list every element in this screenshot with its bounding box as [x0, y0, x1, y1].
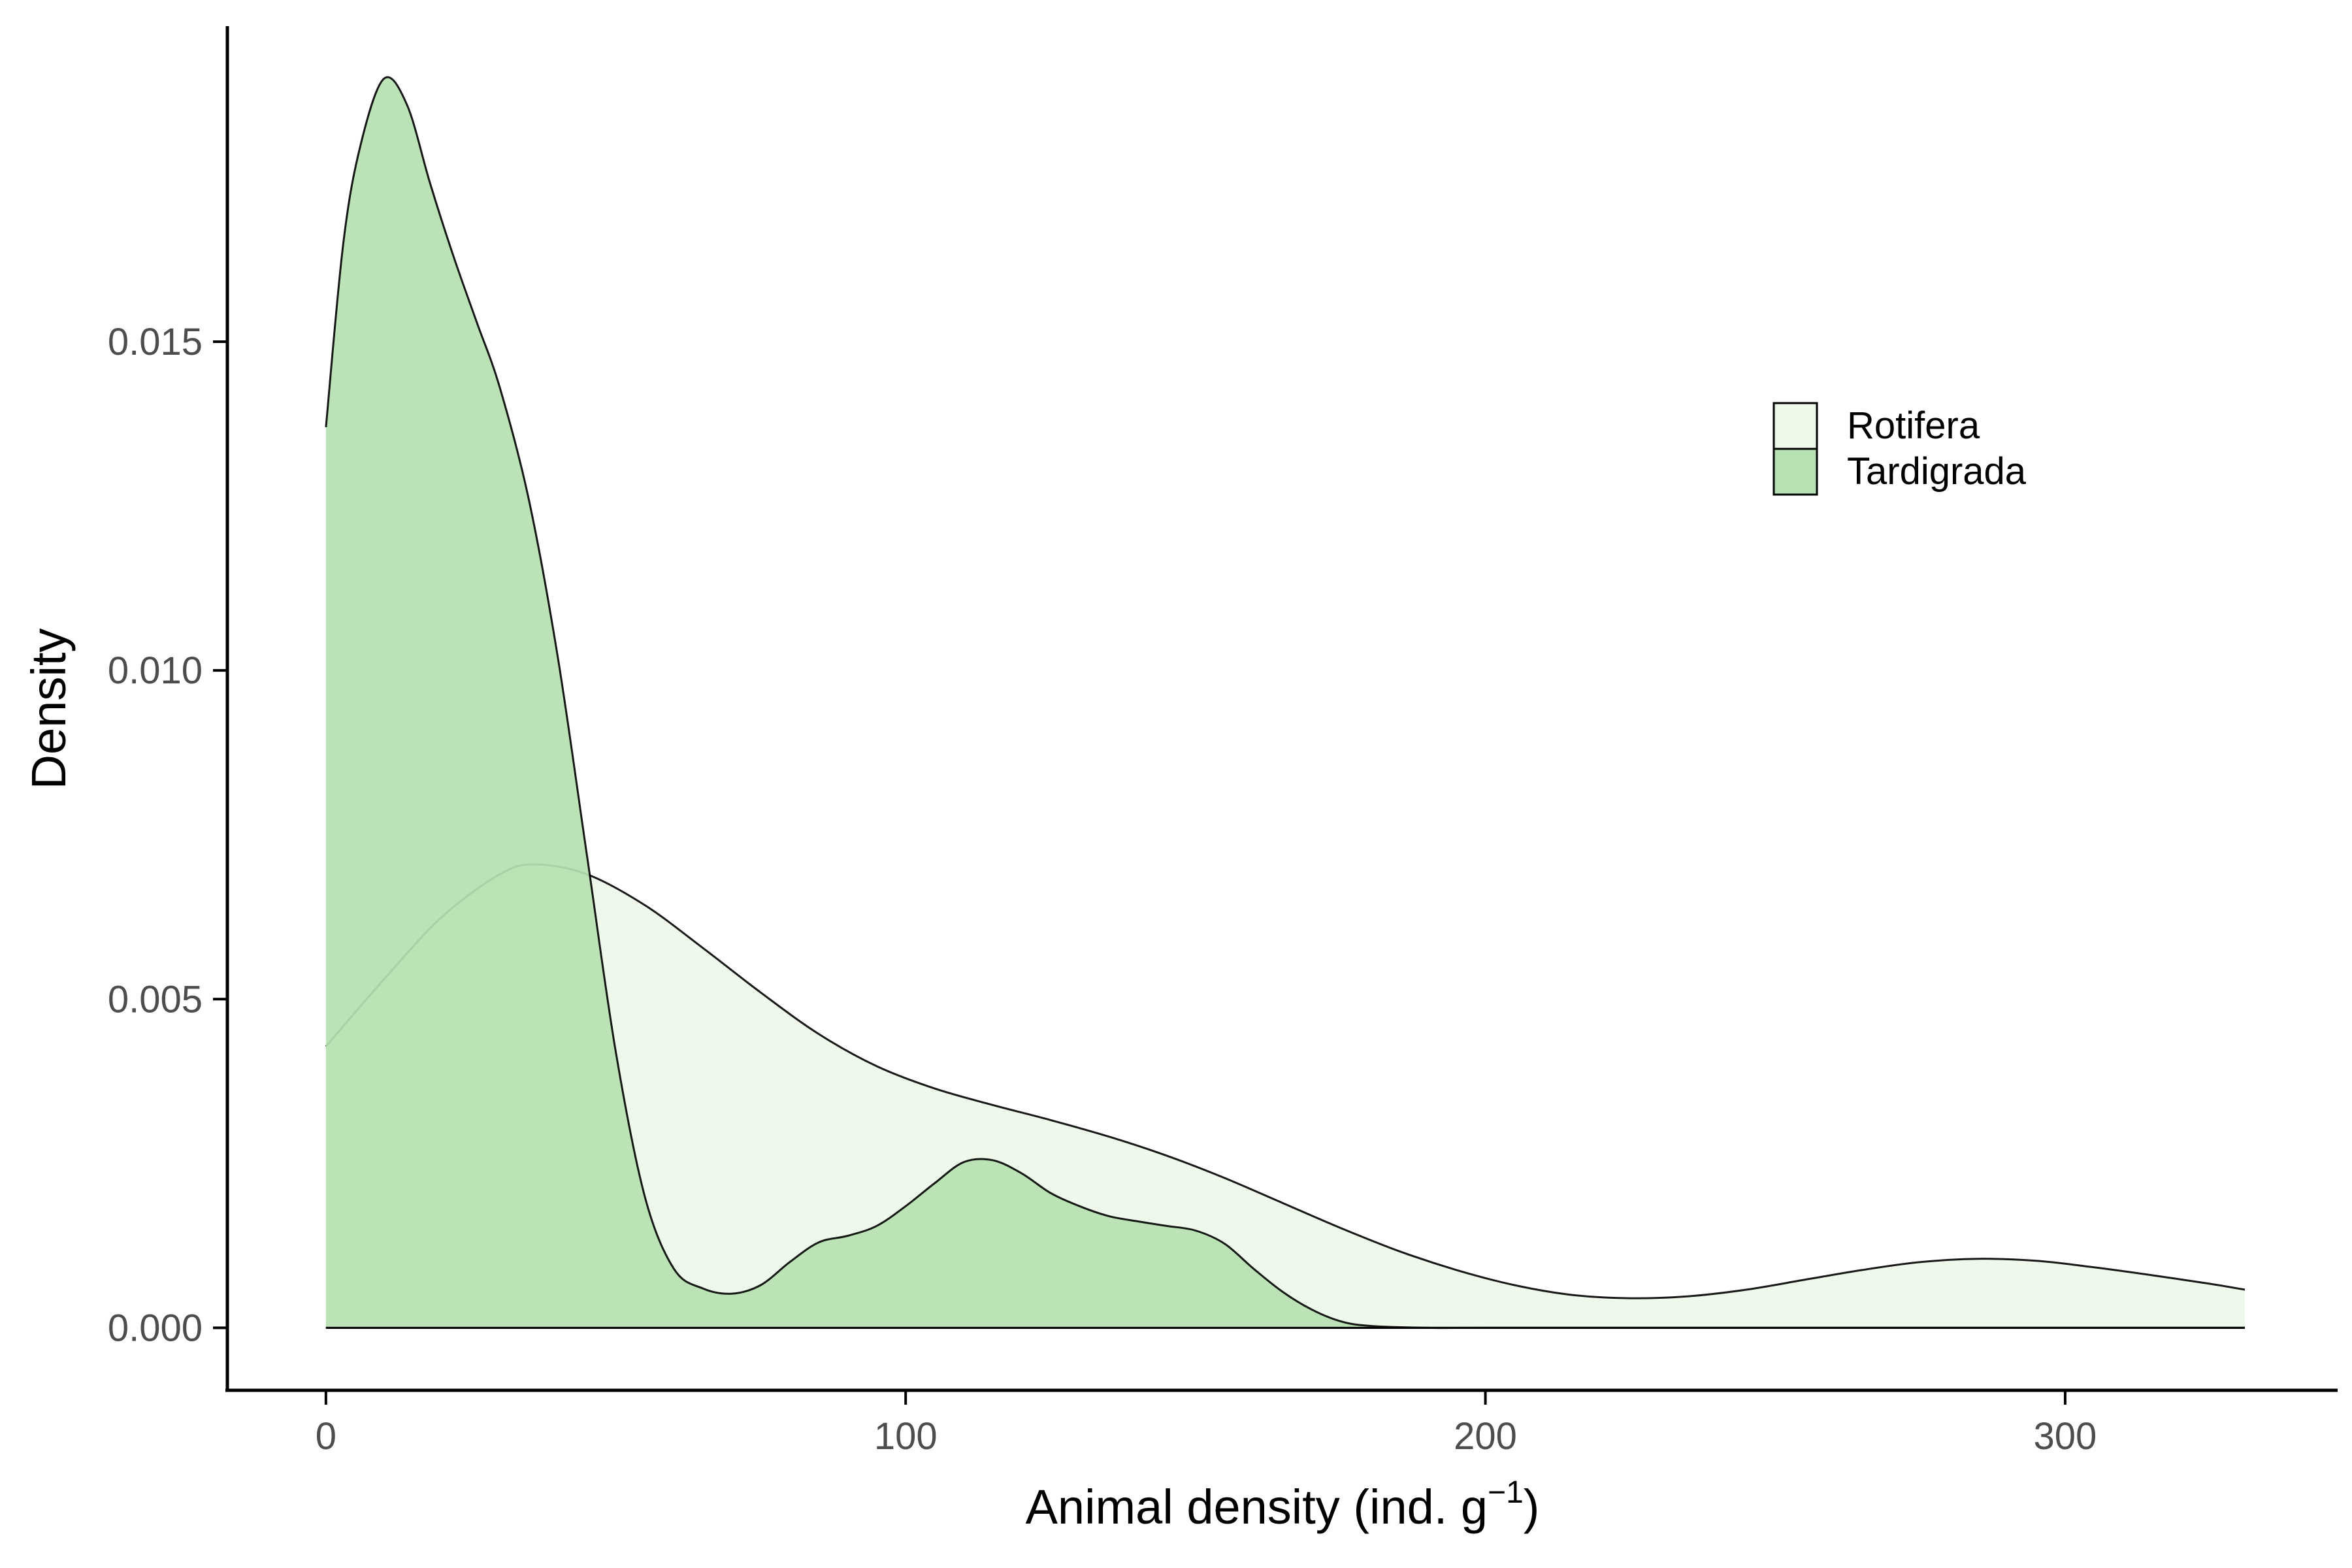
x-axis-title: Animal density (ind. g−1): [1026, 1475, 1540, 1534]
y-tick-label: 0.005: [108, 978, 203, 1021]
x-axis-ticks: 0 100 200 300: [316, 1390, 2097, 1458]
area-tardigrada: [325, 77, 2246, 1328]
legend-key-tardigrada: [1772, 448, 1818, 496]
curve-tardigrada: [325, 76, 2245, 1330]
y-axis-ticks: 0.000 0.005 0.010 0.015: [108, 321, 227, 1349]
x-tick-label: 300: [2034, 1415, 2097, 1458]
legend-label-rotifera: Rotifera: [1847, 404, 1980, 447]
x-tick-label: 0: [316, 1415, 336, 1458]
y-tick-label: 0.015: [108, 321, 203, 363]
x-axis-title-suffix: ): [1524, 1480, 1540, 1534]
area-rotifera: [325, 864, 2246, 1328]
y-tick-label: 0.000: [108, 1307, 203, 1349]
curve-rotifera: [325, 863, 2246, 1299]
x-tick-label: 100: [874, 1415, 938, 1458]
x-tick-label: 200: [1454, 1415, 1517, 1458]
legend-key-rotifera: [1772, 402, 1818, 450]
y-axis-title: Density: [22, 629, 76, 790]
density-areas: [325, 76, 2246, 1330]
x-axis-title-main: Animal density (ind. g: [1026, 1480, 1488, 1534]
x-axis-title-superscript: −1: [1488, 1475, 1524, 1510]
y-tick-label: 0.010: [108, 649, 203, 692]
legend-label-tardigrada: Tardigrada: [1847, 450, 2027, 493]
